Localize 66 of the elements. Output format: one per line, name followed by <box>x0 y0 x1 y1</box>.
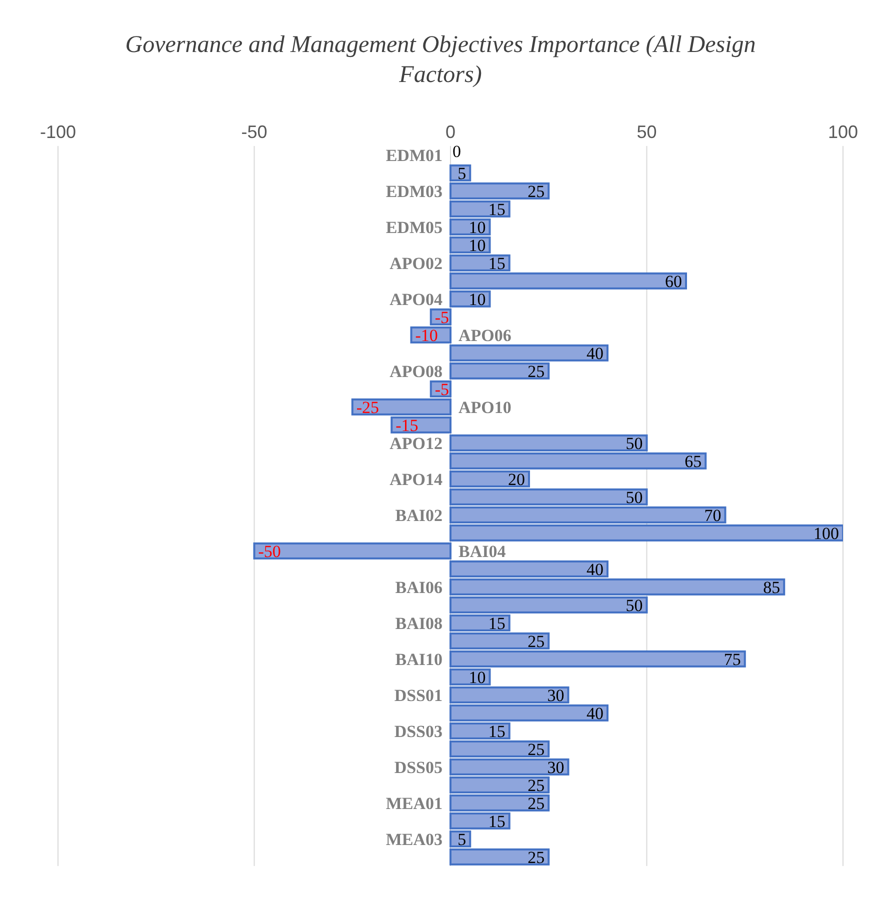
data-label: -5 <box>434 380 450 399</box>
y-tick-label: APO12 <box>390 434 442 453</box>
data-label: 50 <box>626 434 643 453</box>
data-label: 20 <box>508 470 525 489</box>
data-label: -10 <box>415 326 438 345</box>
x-tick-label: -100 <box>40 122 76 142</box>
y-tick-label: BAI04 <box>458 542 506 561</box>
data-label: 10 <box>468 218 486 237</box>
data-label: 100 <box>814 524 839 543</box>
data-label: 70 <box>704 506 722 525</box>
data-label: 10 <box>468 668 486 687</box>
y-tick-label: BAI06 <box>395 578 442 597</box>
data-label: 40 <box>586 560 604 579</box>
x-tick-label: 0 <box>445 122 456 142</box>
data-label: 65 <box>684 452 702 471</box>
data-label: -15 <box>396 416 418 435</box>
data-label: 5 <box>458 830 466 849</box>
y-tick-label: BAI02 <box>395 506 442 525</box>
data-label: 50 <box>626 596 643 615</box>
data-label: -50 <box>258 542 281 561</box>
data-label: 40 <box>586 704 604 723</box>
y-tick-label: APO04 <box>390 290 443 309</box>
y-tick-label: EDM05 <box>386 218 442 237</box>
y-tick-label: DSS03 <box>394 722 442 741</box>
data-label: 15 <box>488 254 506 273</box>
data-label: 25 <box>528 182 545 201</box>
data-label: 25 <box>528 632 545 651</box>
data-label: 50 <box>626 488 643 507</box>
data-label: 25 <box>528 848 545 867</box>
y-tick-label: EDM03 <box>386 182 442 201</box>
data-label: -5 <box>434 308 450 327</box>
y-tick-label: APO08 <box>390 362 442 381</box>
y-tick-label: MEA03 <box>386 830 442 849</box>
data-label: 25 <box>528 740 545 759</box>
y-tick-label: BAI10 <box>395 650 442 669</box>
x-tick-label: -50 <box>241 122 268 142</box>
x-tick-label: 100 <box>828 122 858 142</box>
chart-title: Governance and Management Objectives Importance (All Design Factors) <box>124 31 757 90</box>
y-tick-label: EDM01 <box>386 146 442 165</box>
data-label: 25 <box>528 776 545 795</box>
data-label: 5 <box>458 164 466 183</box>
data-label: 30 <box>547 758 564 777</box>
y-tick-label: DSS01 <box>394 686 442 705</box>
y-tick-label: APO14 <box>390 470 443 489</box>
y-tick-label: APO06 <box>458 326 512 345</box>
data-label: 40 <box>586 344 604 363</box>
data-label: 30 <box>547 686 564 705</box>
data-label: 60 <box>665 272 682 291</box>
data-label: 25 <box>528 794 545 813</box>
data-label: 25 <box>528 362 545 381</box>
data-label: 10 <box>468 236 486 255</box>
data-label: -25 <box>356 398 380 417</box>
data-label: 0 <box>452 142 461 161</box>
data-label: 15 <box>488 614 506 633</box>
data-label: 75 <box>724 650 741 669</box>
x-tick-label: 50 <box>636 122 657 142</box>
y-tick-label: APO10 <box>458 398 512 417</box>
data-label: 85 <box>763 578 780 597</box>
y-tick-label: DSS05 <box>394 758 442 777</box>
y-tick-label: BAI08 <box>395 614 442 633</box>
data-label: 15 <box>488 722 506 741</box>
y-tick-label: MEA01 <box>386 794 442 813</box>
y-tick-label: APO02 <box>390 254 442 273</box>
data-label: 15 <box>488 812 506 831</box>
data-label: 15 <box>488 200 506 219</box>
data-label: 10 <box>468 290 486 309</box>
